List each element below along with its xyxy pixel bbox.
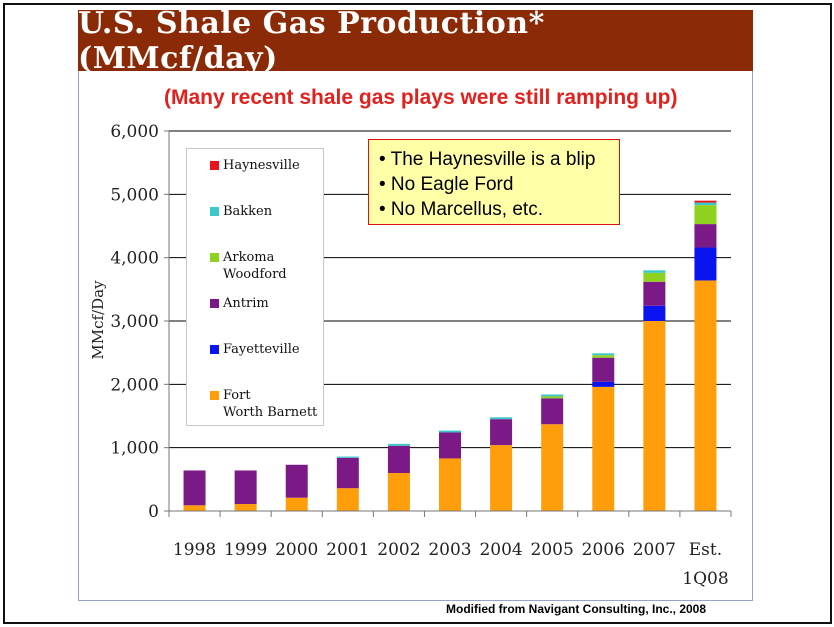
bar-segment-bakken bbox=[592, 353, 615, 356]
bar-segment-haynesville bbox=[694, 200, 717, 203]
legend-label: Haynesville bbox=[223, 158, 300, 173]
bar-segment-arkoma-woodford bbox=[694, 205, 717, 225]
bar-segment-arkoma-woodford bbox=[541, 396, 564, 399]
bar-segment-fort-worth-barnett bbox=[694, 280, 717, 511]
bar-segment-fort-worth-barnett bbox=[234, 504, 257, 511]
y-tick-label: 0 bbox=[148, 502, 159, 522]
y-tick-label: 6,000 bbox=[110, 122, 159, 142]
legend-item-antrim: Antrim bbox=[210, 295, 269, 312]
y-tick-label: 3,000 bbox=[110, 312, 159, 332]
x-tick-label: Est. bbox=[689, 540, 722, 560]
y-tick-label: 1,000 bbox=[110, 439, 159, 459]
legend-swatch bbox=[210, 391, 219, 400]
x-tick-label: 2002 bbox=[377, 540, 420, 560]
bar-segment-bakken bbox=[490, 417, 513, 420]
bar-segment-antrim bbox=[490, 419, 513, 446]
slide-frame bbox=[3, 3, 832, 624]
x-tick-label: 1999 bbox=[224, 540, 267, 560]
legend-swatch bbox=[210, 299, 219, 308]
y-tick-label: 4,000 bbox=[110, 249, 159, 269]
legend-item-arkoma-woodford: Arkoma Woodford bbox=[210, 249, 287, 283]
legend-swatch bbox=[210, 161, 219, 170]
bar-segment-bakken bbox=[439, 430, 461, 433]
legend-label: Antrim bbox=[223, 296, 269, 311]
legend-label: Bakken bbox=[223, 204, 273, 219]
bar-segment-fort-worth-barnett bbox=[592, 386, 615, 511]
bar-segment-arkoma-woodford bbox=[643, 272, 666, 282]
y-axis-label: MMcf/Day bbox=[89, 280, 107, 360]
bar-segment-fort-worth-barnett bbox=[183, 505, 206, 511]
bar-segment-bakken bbox=[541, 394, 564, 397]
x-tick-label: 2004 bbox=[479, 540, 522, 560]
bar-series bbox=[183, 200, 717, 511]
bar-segment-antrim bbox=[285, 464, 308, 498]
legend-item-haynesville: Haynesville bbox=[210, 157, 300, 174]
legend-label: Fayetteville bbox=[223, 342, 300, 357]
legend-swatch bbox=[210, 207, 219, 216]
x-tick-label: 2003 bbox=[428, 540, 471, 560]
bar-segment-arkoma-woodford bbox=[592, 355, 615, 358]
bar-segment-antrim bbox=[541, 398, 564, 425]
source-credit: Modified from Navigant Consulting, Inc.,… bbox=[446, 602, 707, 616]
bar-segment-antrim bbox=[387, 445, 410, 473]
x-tick-label: 2007 bbox=[633, 540, 676, 560]
y-tick-label: 5,000 bbox=[110, 185, 159, 205]
callout-line: • No Eagle Ford bbox=[379, 174, 514, 195]
bar-segment-bakken bbox=[387, 443, 410, 446]
bar-segment-fort-worth-barnett bbox=[439, 458, 461, 511]
bar-segment-fayetteville bbox=[592, 381, 615, 387]
bar-segment-antrim bbox=[694, 224, 717, 248]
bar-segment-antrim bbox=[336, 457, 359, 489]
y-tick-labels: 0 1,000 2,000 3,000 4,000 5,000 6,000 bbox=[110, 122, 159, 522]
x-tick-label: 1998 bbox=[173, 540, 216, 560]
axes bbox=[164, 130, 732, 517]
bar-segment-antrim bbox=[183, 470, 206, 506]
bar-segment-fort-worth-barnett bbox=[490, 445, 513, 511]
legend-item-bakken: Bakken bbox=[210, 203, 273, 220]
legend-swatch bbox=[210, 345, 219, 354]
chart-legend: Haynesville Bakken Arkoma Woodford Antrim Fay… bbox=[186, 148, 324, 426]
bar-segment-fort-worth-barnett bbox=[336, 488, 359, 511]
bar-segment-antrim bbox=[439, 432, 461, 459]
legend-swatch bbox=[210, 253, 219, 262]
bar-segment-fort-worth-barnett bbox=[643, 321, 666, 511]
bar-segment-antrim bbox=[643, 281, 666, 306]
chart-panel bbox=[78, 71, 753, 601]
bar-segment-fort-worth-barnett bbox=[387, 473, 410, 511]
bar-segment-fort-worth-barnett bbox=[541, 424, 564, 511]
callout-line: • No Marcellus, etc. bbox=[379, 199, 543, 220]
bar-segment-antrim bbox=[592, 357, 615, 382]
callout-box: • The Haynesville is a blip • No Eagle F… bbox=[368, 139, 620, 225]
x-tick-label: 2001 bbox=[326, 540, 369, 560]
bar-segment-fort-worth-barnett bbox=[285, 497, 308, 511]
callout-line: • The Haynesville is a blip bbox=[379, 149, 596, 170]
chart-title: U.S. Shale Gas Production* (MMcf/day) bbox=[78, 6, 753, 76]
bar-segment-bakken bbox=[336, 456, 359, 458]
bar-segment-fayetteville bbox=[643, 305, 666, 321]
bar-segment-bakken bbox=[643, 270, 666, 273]
legend-label: Fort Worth Barnett bbox=[223, 388, 318, 420]
bar-segment-antrim bbox=[234, 470, 257, 505]
legend-item-fort-worth-barnett: Fort Worth Barnett bbox=[210, 387, 318, 421]
legend-item-fayetteville: Fayetteville bbox=[210, 341, 300, 358]
bar-segment-fayetteville bbox=[694, 247, 717, 281]
chart-subtitle: (Many recent shale gas plays were still … bbox=[164, 86, 678, 109]
x-tick-label: 1Q08 bbox=[682, 569, 728, 589]
x-tick-labels: 1998 1999 2000 2001 2002 2003 2004 2005 2006 2007… bbox=[173, 540, 729, 589]
bar-segment-bakken bbox=[694, 202, 717, 206]
legend-label: Arkoma Woodford bbox=[223, 250, 287, 282]
y-tick-label: 2,000 bbox=[110, 375, 159, 395]
x-tick-label: 2000 bbox=[275, 540, 318, 560]
x-tick-label: 2006 bbox=[582, 540, 625, 560]
x-tick-label: 2005 bbox=[531, 540, 574, 560]
